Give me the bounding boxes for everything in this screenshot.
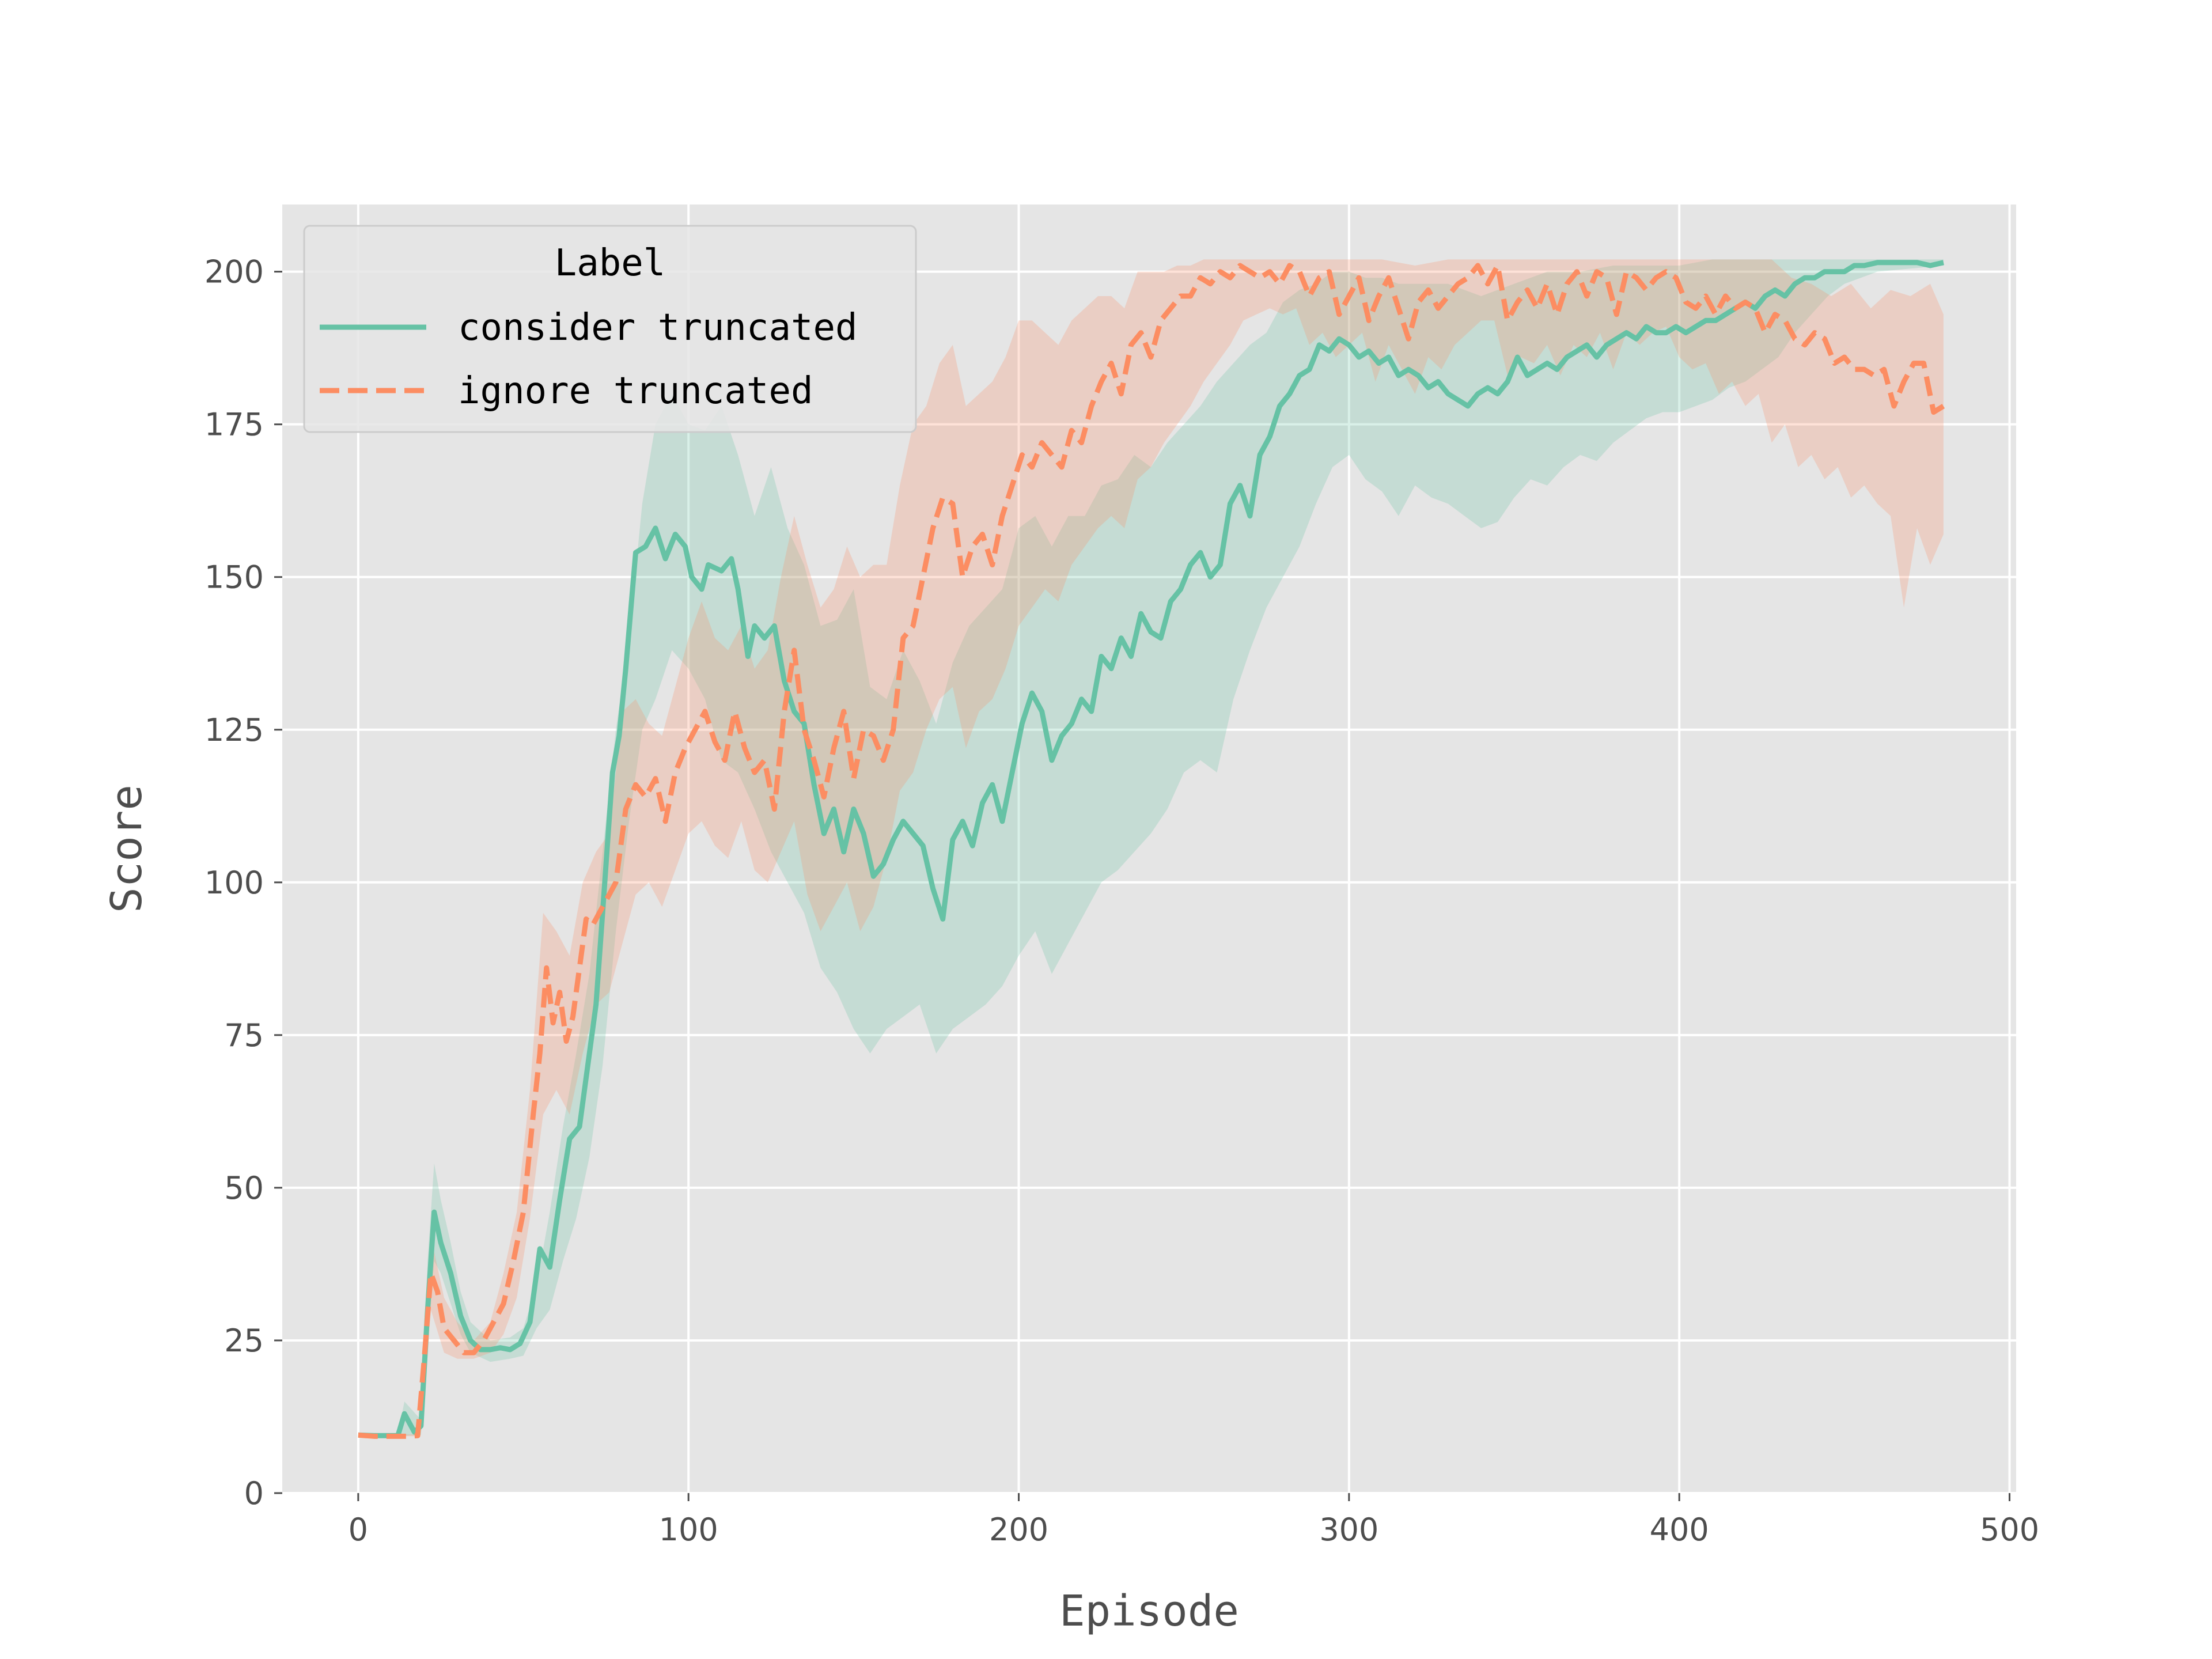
confidence-bands	[358, 259, 1944, 1437]
axis-ticks: 0 100 200 300 400 500 0 25 50 75 100 125 150 175 200	[204, 254, 2039, 1548]
legend-box	[303, 225, 917, 433]
legend: Label consider truncated ignore truncate…	[303, 225, 917, 433]
x-tick-label: 200	[989, 1512, 1048, 1548]
y-tick-label: 50	[224, 1170, 264, 1206]
y-tick-label: 0	[244, 1475, 264, 1512]
confidence-band-consider-truncated	[358, 259, 1944, 1436]
legend-label-ignore-truncated: ignore truncated	[458, 370, 813, 412]
y-tick-label: 200	[204, 254, 264, 290]
confidence-band-ignore-truncated	[358, 259, 1944, 1437]
x-tick-label: 300	[1319, 1512, 1378, 1548]
y-tick-label: 75	[224, 1017, 264, 1054]
gridlines	[282, 204, 2016, 1494]
y-tick-label: 100	[204, 865, 264, 901]
x-tick-label: 0	[349, 1512, 368, 1548]
x-axis-label: Episode	[1059, 1586, 1239, 1636]
series-line-ignore-truncated	[358, 263, 1945, 1439]
x-tick-label: 100	[659, 1512, 718, 1548]
y-tick-label: 25	[224, 1323, 264, 1359]
legend-title: Label	[555, 242, 666, 285]
series-lines	[358, 260, 1945, 1439]
y-tick-label: 175	[204, 407, 264, 443]
x-tick-label: 400	[1650, 1512, 1709, 1548]
y-tick-label: 125	[204, 712, 264, 748]
series-line-consider-truncated	[358, 260, 1944, 1438]
y-axis-label: Score	[102, 785, 151, 913]
x-tick-label: 500	[1980, 1512, 2039, 1548]
legend-label-consider-truncated: consider truncated	[458, 306, 858, 349]
y-tick-label: 150	[204, 559, 264, 596]
